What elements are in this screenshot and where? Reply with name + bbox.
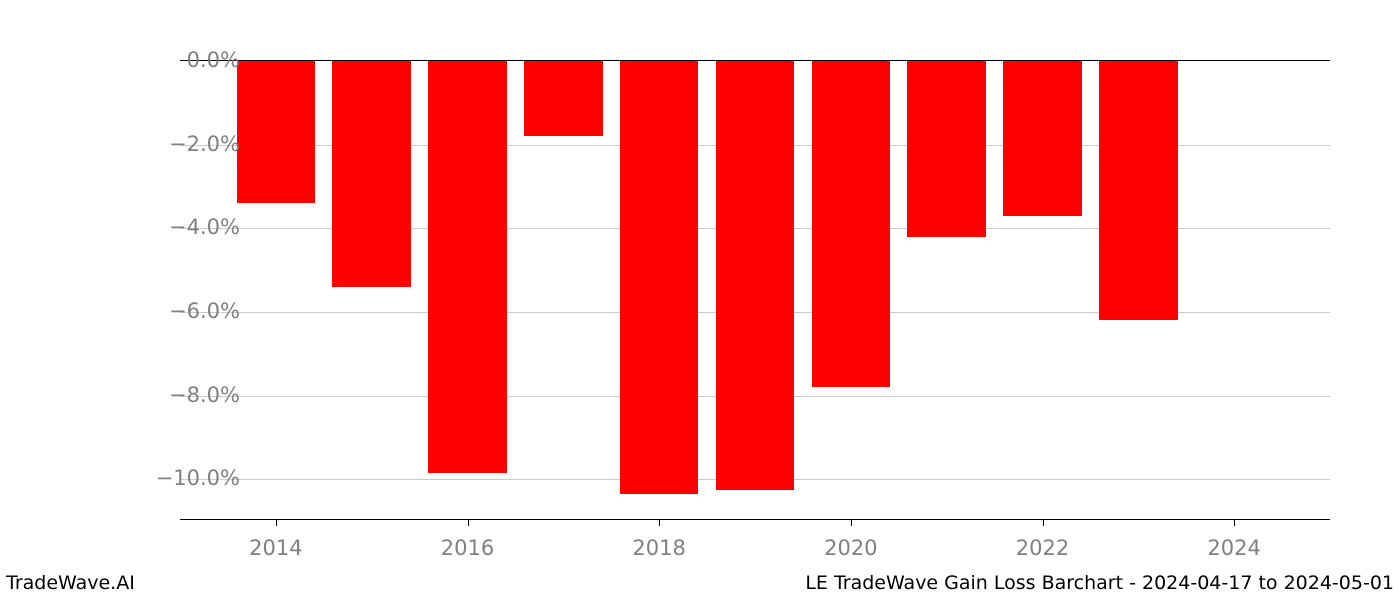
bar xyxy=(332,61,411,287)
bar xyxy=(1003,61,1082,216)
x-tick-label: 2018 xyxy=(632,536,685,560)
y-tick-label: −4.0% xyxy=(169,215,240,239)
bar xyxy=(812,61,891,387)
y-tick-label: −10.0% xyxy=(156,466,240,490)
x-tick-mark xyxy=(659,520,660,526)
x-axis-line xyxy=(180,519,1330,520)
plot-area: 201420162018202020222024 xyxy=(180,60,1330,520)
footer-left-text: TradeWave.AI xyxy=(6,572,135,594)
bar xyxy=(428,61,507,473)
x-tick-mark xyxy=(468,520,469,526)
x-tick-mark xyxy=(1234,520,1235,526)
bar xyxy=(716,61,795,490)
x-tick-mark xyxy=(851,520,852,526)
x-tick-label: 2024 xyxy=(1207,536,1260,560)
x-tick-label: 2016 xyxy=(441,536,494,560)
y-tick-label: 0.0% xyxy=(187,48,240,72)
y-tick-label: −6.0% xyxy=(169,299,240,323)
x-tick-label: 2020 xyxy=(824,536,877,560)
x-tick-label: 2022 xyxy=(1016,536,1069,560)
bar-chart: 201420162018202020222024 xyxy=(180,60,1330,520)
x-tick-label: 2014 xyxy=(249,536,302,560)
x-tick-mark xyxy=(1043,520,1044,526)
bar xyxy=(237,61,316,203)
bar xyxy=(620,61,699,494)
bar xyxy=(907,61,986,237)
bar xyxy=(1099,61,1178,320)
y-tick-label: −8.0% xyxy=(169,383,240,407)
footer-right-text: LE TradeWave Gain Loss Barchart - 2024-0… xyxy=(805,572,1394,594)
y-tick-label: −2.0% xyxy=(169,132,240,156)
bar xyxy=(524,61,603,136)
x-tick-mark xyxy=(276,520,277,526)
